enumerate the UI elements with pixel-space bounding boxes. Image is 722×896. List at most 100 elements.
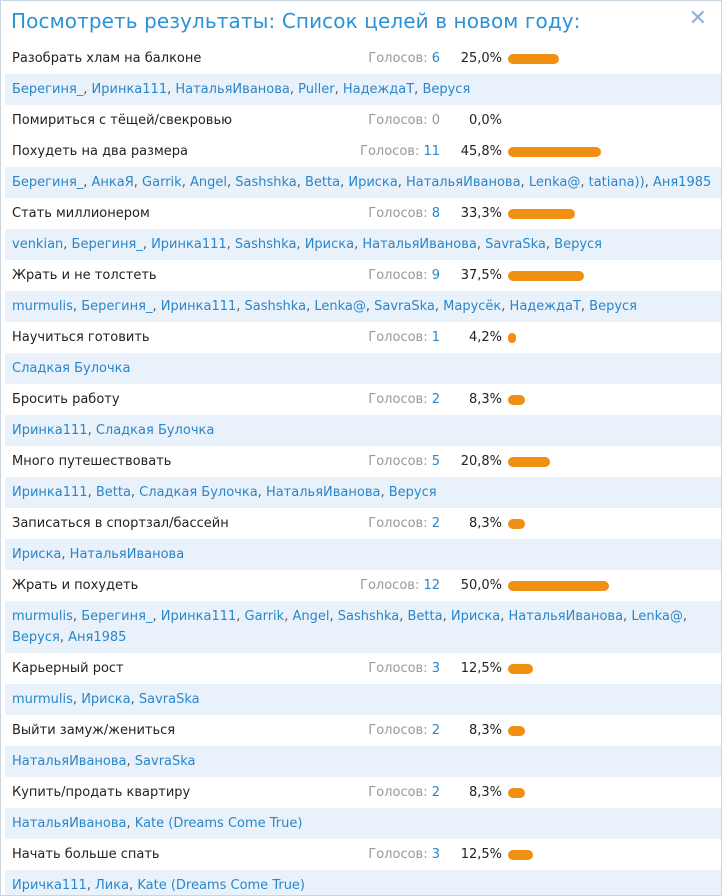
votes-label: Голосов:: [368, 516, 432, 531]
voter-link[interactable]: Sashshka: [337, 609, 400, 624]
voter-separator: ,: [354, 237, 363, 252]
voter-link[interactable]: Берегиня_: [81, 609, 153, 624]
voter-separator: ,: [434, 299, 444, 314]
voter-link[interactable]: Betta: [305, 175, 341, 190]
votes-label: Голосов:: [360, 144, 424, 159]
voter-link[interactable]: murmulis: [12, 299, 73, 314]
voter-link[interactable]: Иринка111: [160, 299, 237, 314]
voter-separator: ,: [236, 299, 245, 314]
voter-link[interactable]: Марусёк: [443, 299, 502, 314]
voter-link[interactable]: Иринка111: [12, 423, 88, 438]
votes-number[interactable]: 2: [431, 723, 440, 738]
voter-link[interactable]: Иринка111: [12, 485, 88, 500]
voter-link[interactable]: SavraSka: [134, 754, 196, 769]
voter-separator: ,: [130, 485, 140, 500]
voter-link[interactable]: Betta: [407, 609, 443, 624]
voter-link[interactable]: Puller: [298, 82, 335, 97]
voter-link[interactable]: murmulis: [12, 692, 73, 707]
voters-row: НатальяИванова, Kate (Dreams Come True): [5, 808, 721, 839]
votes-number[interactable]: 11: [423, 144, 440, 159]
voter-link[interactable]: НатальяИванова: [406, 175, 521, 190]
voter-link[interactable]: Берегиня_: [81, 299, 153, 314]
votes-number[interactable]: 2: [431, 392, 440, 407]
voter-link[interactable]: НадеждаТ: [342, 82, 415, 97]
voter-link[interactable]: НатальяИванова: [175, 82, 290, 97]
voter-link[interactable]: Betta: [95, 485, 131, 500]
voter-separator: ,: [72, 299, 82, 314]
voter-link[interactable]: Сладкая Булочка: [95, 423, 215, 438]
voter-link[interactable]: Веруся: [422, 82, 471, 97]
vote-bar: [508, 54, 559, 64]
voter-link[interactable]: Аня1985: [652, 175, 712, 190]
votes-number[interactable]: 2: [431, 516, 440, 531]
voter-link[interactable]: venkian: [12, 237, 64, 252]
votes-number[interactable]: 3: [431, 661, 440, 676]
voter-link[interactable]: НатальяИванова: [508, 609, 624, 624]
voter-link[interactable]: SavraSka: [138, 692, 200, 707]
voter-separator: ,: [167, 82, 176, 97]
voter-link[interactable]: АнкаЯ: [91, 175, 134, 190]
voter-link[interactable]: Веруся: [589, 299, 637, 314]
voter-link[interactable]: Берегиня_: [12, 175, 84, 190]
votes-number[interactable]: 6: [431, 51, 440, 66]
voter-link[interactable]: Garrik: [142, 175, 182, 190]
voter-link[interactable]: Иринка111: [160, 609, 237, 624]
voter-link[interactable]: murmulis: [12, 609, 73, 624]
voter-link[interactable]: Веруся: [388, 485, 437, 500]
voter-link[interactable]: Kate (Dreams Come True): [134, 816, 303, 831]
voter-link[interactable]: SavraSka: [485, 237, 546, 252]
voter-link[interactable]: Лика: [95, 878, 130, 893]
voter-link[interactable]: Иринка111: [91, 82, 168, 97]
voter-link[interactable]: Lenka@: [314, 299, 366, 314]
vote-bar: [508, 333, 516, 343]
goal-row: Жрать и не толстеть Голосов: 9 37,5%: [5, 260, 721, 291]
voter-link[interactable]: НатальяИванова: [12, 754, 127, 769]
voter-link[interactable]: Аня1985: [68, 630, 127, 645]
voter-link[interactable]: Angel: [189, 175, 227, 190]
voter-link[interactable]: Ириска: [12, 547, 62, 562]
voter-separator: ,: [580, 299, 590, 314]
votes-number[interactable]: 9: [431, 268, 440, 283]
voter-link[interactable]: НатальяИванова: [265, 485, 381, 500]
vote-percent: 8,3%: [468, 785, 502, 800]
voter-link[interactable]: НатальяИванова: [12, 816, 127, 831]
voter-separator: ,: [414, 82, 423, 97]
voter-link[interactable]: Ириска: [81, 692, 131, 707]
votes-number[interactable]: 3: [431, 847, 440, 862]
voter-link[interactable]: Берегиня_: [12, 82, 84, 97]
voter-link[interactable]: tatiana)): [588, 175, 645, 190]
voter-link[interactable]: НадеждаТ: [509, 299, 581, 314]
voter-link[interactable]: Angel: [292, 609, 330, 624]
voter-link[interactable]: Сладкая Булочка: [139, 485, 258, 500]
voter-separator: ,: [296, 175, 306, 190]
voter-link[interactable]: SavraSka: [374, 299, 435, 314]
voter-link[interactable]: Kate (Dreams Come True): [137, 878, 306, 893]
voter-link[interactable]: Lenka@: [631, 609, 683, 624]
votes-number[interactable]: 2: [431, 785, 440, 800]
voter-link[interactable]: Иринка111: [151, 237, 227, 252]
voter-link[interactable]: Сладкая Булочка: [12, 361, 131, 376]
voter-link[interactable]: Веруся: [12, 630, 60, 645]
votes-number[interactable]: 8: [431, 206, 440, 221]
voter-link[interactable]: НатальяИванова: [362, 237, 477, 252]
voter-link[interactable]: Sashshka: [244, 299, 307, 314]
votes-number[interactable]: 12: [423, 578, 440, 593]
voter-link[interactable]: Веруся: [554, 237, 602, 252]
votes-label: Голосов:: [368, 268, 432, 283]
voter-link[interactable]: Garrik: [244, 609, 285, 624]
voter-link[interactable]: Ириска: [348, 175, 398, 190]
voter-link[interactable]: Sashshka: [235, 175, 297, 190]
votes-number[interactable]: 1: [431, 330, 440, 345]
voter-link[interactable]: Иричка111: [12, 878, 87, 893]
voter-link[interactable]: Ириска: [304, 237, 355, 252]
voter-link[interactable]: Lenka@: [528, 175, 581, 190]
vote-bar: [508, 664, 533, 674]
votes-number[interactable]: 5: [431, 454, 440, 469]
voter-link[interactable]: НатальяИванова: [69, 547, 185, 562]
voter-separator: ,: [284, 609, 293, 624]
voter-link[interactable]: Ириска: [450, 609, 501, 624]
voter-link[interactable]: Sashshka: [234, 237, 297, 252]
close-icon[interactable]: ✕: [688, 6, 707, 31]
voter-link[interactable]: Берегиня_: [71, 237, 143, 252]
